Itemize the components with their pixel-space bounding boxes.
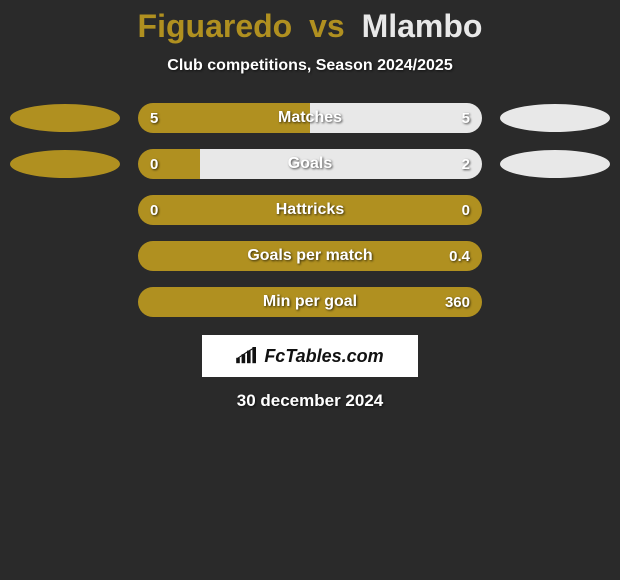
player1-ellipse-icon — [10, 104, 120, 132]
brand-badge: FcTables.com — [202, 335, 418, 377]
stat-bar: Goals per match0.4 — [138, 241, 482, 271]
stat-row: Matches55 — [0, 103, 620, 133]
bar-right-fill — [138, 287, 482, 317]
stat-rows: Matches55 Goals02 Hattricks00 Goals per mat… — [0, 103, 620, 317]
stat-bar: Goals02 — [138, 149, 482, 179]
date-text: 30 december 2024 — [0, 391, 620, 411]
subtitle: Club competitions, Season 2024/2025 — [0, 57, 620, 75]
stat-row: Goals02 — [0, 149, 620, 179]
player2-ellipse-icon — [500, 104, 610, 132]
comparison-infographic: Figuaredo vs Mlambo Club competitions, S… — [0, 0, 620, 411]
player1-ellipse-icon — [10, 150, 120, 178]
stat-bar: Hattricks00 — [138, 195, 482, 225]
stat-row: Goals per match0.4 — [0, 241, 620, 271]
bar-right-fill — [310, 103, 482, 133]
stat-row: Min per goal360 — [0, 287, 620, 317]
brand-text: FcTables.com — [264, 346, 383, 367]
player1-name: Figuaredo — [138, 8, 293, 44]
bar-left-fill — [138, 195, 482, 225]
page-title: Figuaredo vs Mlambo — [0, 8, 620, 45]
stat-row: Hattricks00 — [0, 195, 620, 225]
bar-left-fill — [138, 103, 310, 133]
bar-right-fill — [138, 241, 482, 271]
bar-left-fill — [138, 149, 200, 179]
player2-ellipse-icon — [500, 150, 610, 178]
bar-chart-icon — [236, 347, 258, 365]
stat-bar: Matches55 — [138, 103, 482, 133]
vs-text: vs — [309, 8, 345, 44]
player2-name: Mlambo — [362, 8, 483, 44]
bar-right-fill — [200, 149, 482, 179]
stat-bar: Min per goal360 — [138, 287, 482, 317]
